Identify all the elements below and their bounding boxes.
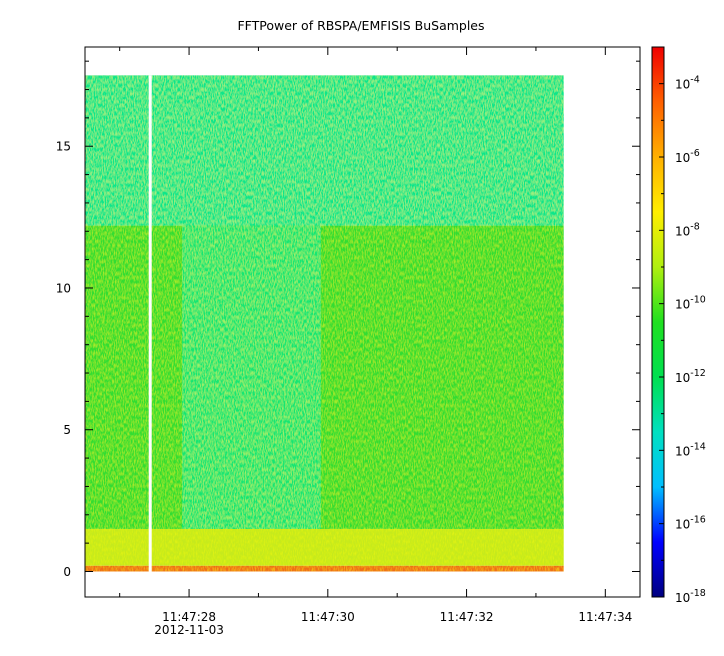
y-tick-label: 5: [63, 423, 71, 437]
y-tick-label: 0: [63, 565, 71, 579]
y-tick-label: 10: [56, 281, 71, 295]
spectrogram-image: [85, 75, 564, 572]
y-tick-label: 15: [56, 140, 71, 154]
colorbar-tick-label: 10-4: [675, 75, 700, 92]
x-tick-label: 11:47:34: [578, 610, 632, 624]
colorbar: 10-4 10-6 10-8 10-10 10-12 10-14 10-16 10-18: [651, 46, 706, 605]
data-gap: [148, 75, 152, 572]
colorbar-tick-label: 10-10: [675, 295, 706, 312]
colorbar-tick-label: 10-12: [675, 368, 706, 385]
colorbar-tick-label: 10-14: [675, 441, 706, 458]
colorbar-tick-label: 10-16: [675, 515, 706, 532]
x-tick-label: 11:47:28: [162, 610, 216, 624]
spectrogram-region-low_freq_enhancement: [85, 528, 564, 566]
spectrogram-region-background_lower: [85, 225, 564, 529]
x-tick-label: 11:47:30: [301, 610, 355, 624]
y-axis: 0 5 10 15: [56, 60, 640, 579]
x-date-label: 2012-11-03: [154, 623, 224, 637]
plot-frame: [84, 46, 641, 598]
x-tick-label: 11:47:32: [440, 610, 494, 624]
chart-title: FFTPower of RBSPA/EMFISIS BuSamples: [237, 18, 484, 33]
spectrogram-region-background_upper: [85, 75, 564, 226]
spectrogram-region-base_line: [85, 565, 564, 572]
colorbar-tick-label: 10-18: [675, 588, 706, 605]
spectrogram-region-quiet_band: [182, 225, 321, 529]
colorbar-tick-label: 10-8: [675, 221, 700, 238]
colorbar-gradient: [651, 46, 665, 598]
colorbar-tick-label: 10-6: [675, 148, 700, 165]
